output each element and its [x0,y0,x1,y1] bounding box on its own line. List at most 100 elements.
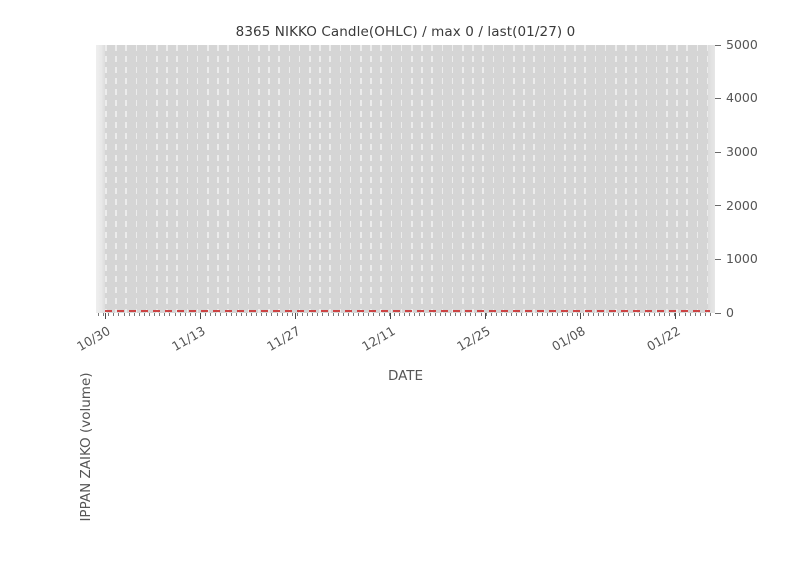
gridline [268,45,270,313]
gridline [207,45,209,313]
x-axis-minor-tick [164,313,166,316]
x-tick-label: 01/22 [644,323,683,355]
x-axis-minor-tick [699,313,701,316]
chart-figure: 8365 NIKKO Candle(OHLC) / max 0 / last(0… [74,24,758,522]
x-tick-label: 12/25 [454,323,493,355]
x-axis-minor-tick [220,313,222,316]
gridline [349,45,352,313]
x-axis-minor-tick [215,313,217,316]
x-tick-label: 11/27 [264,323,303,355]
x-axis-minor-tick [506,313,507,316]
x-axis-minor-tick [689,313,691,316]
x-axis-minor-tick [368,313,370,316]
x-axis-minor-tick [444,313,446,316]
gridline [564,45,566,313]
x-axis-minor-tick [266,313,268,316]
y-tick-label: 2000 [726,197,758,213]
x-axis-minor-tick [245,313,247,316]
gridline [360,45,362,313]
gridline [125,45,127,313]
y-axis-title: IPPAN ZAIKO (volume) [78,372,94,522]
gridline [421,45,423,313]
x-axis-minor-tick [674,313,676,316]
x-axis-minor-tick [256,313,258,316]
gridline [594,45,597,313]
x-axis-title: DATE [387,368,424,384]
gridline [574,45,576,313]
gridline [686,45,688,313]
x-axis-minor-tick [276,313,278,316]
gridline [339,45,342,313]
x-axis-minor-tick [189,313,191,316]
x-axis-minor-tick [475,313,477,316]
gridline [441,45,444,313]
vertical-gridlines [96,45,715,313]
gridline [492,45,495,313]
gridline [227,45,229,313]
gridline [472,45,474,313]
gridline [604,45,607,313]
plot-area [96,45,715,313]
gridline [400,45,403,313]
x-axis-minor-tick [240,313,242,316]
gridline [706,45,709,313]
gridline [156,45,158,313]
x-axis-minor-tick [373,313,375,316]
x-axis-minor-ticks [96,313,715,317]
x-axis-minor-tick [424,313,426,316]
gridline [196,45,199,313]
x-axis-minor-tick [480,313,482,316]
x-axis-minor-tick [383,313,385,316]
x-axis-minor-tick [205,313,207,316]
x-axis-minor-tick [184,313,186,316]
y-tick-label: 4000 [726,90,758,106]
x-axis-minor-tick [194,313,196,316]
x-axis-minor-tick [587,313,589,316]
x-axis-minor-tick [592,313,594,316]
x-axis-minor-tick [322,313,324,316]
x-axis-minor-tick [449,313,451,316]
x-axis-minor-tick [327,313,329,316]
x-tick-mark [580,313,581,319]
x-axis-minor-tick [710,313,711,316]
gridline [145,45,148,313]
y-tick-label: 3000 [726,143,758,159]
x-axis-minor-tick [623,313,625,316]
x-axis-minor-tick [235,313,237,316]
x-axis-minor-tick [312,313,314,316]
gridline [186,45,189,313]
x-axis-minor-tick [511,313,513,316]
gridline [329,45,331,313]
x-axis-minor-tick [342,313,344,316]
series-dash-line [105,310,710,312]
x-axis-minor-tick [210,313,212,316]
gridline [431,45,433,313]
y-tick-mark [715,98,721,100]
x-axis-minor-tick [409,313,411,316]
gridline [278,45,280,313]
x-axis-minor-tick [664,313,666,316]
gridline [625,45,627,313]
gridline [217,45,219,313]
y-tick-mark [715,205,721,207]
x-tick-label: 11/13 [169,323,208,355]
y-tick-label: 5000 [726,36,758,52]
gridline [319,45,321,313]
x-axis-minor-tick [546,313,548,316]
x-axis-minor-tick [179,313,181,316]
x-axis-minor-tick [659,313,660,316]
x-axis-minor-tick [582,313,584,316]
x-axis-minor-tick [337,313,339,316]
gridline [666,45,668,313]
x-axis-minor-tick [398,313,400,316]
x-axis-minor-tick [521,313,523,316]
series-line-ippan-zaiko [105,310,710,312]
gridline [166,45,168,313]
y-tick-label: 0 [726,304,734,320]
x-axis-minor-tick [653,313,655,316]
x-axis-minor-tick [495,313,497,316]
gridline [176,45,178,313]
x-axis-minor-tick [500,313,502,316]
gridline [523,45,525,313]
gridline [615,45,617,313]
